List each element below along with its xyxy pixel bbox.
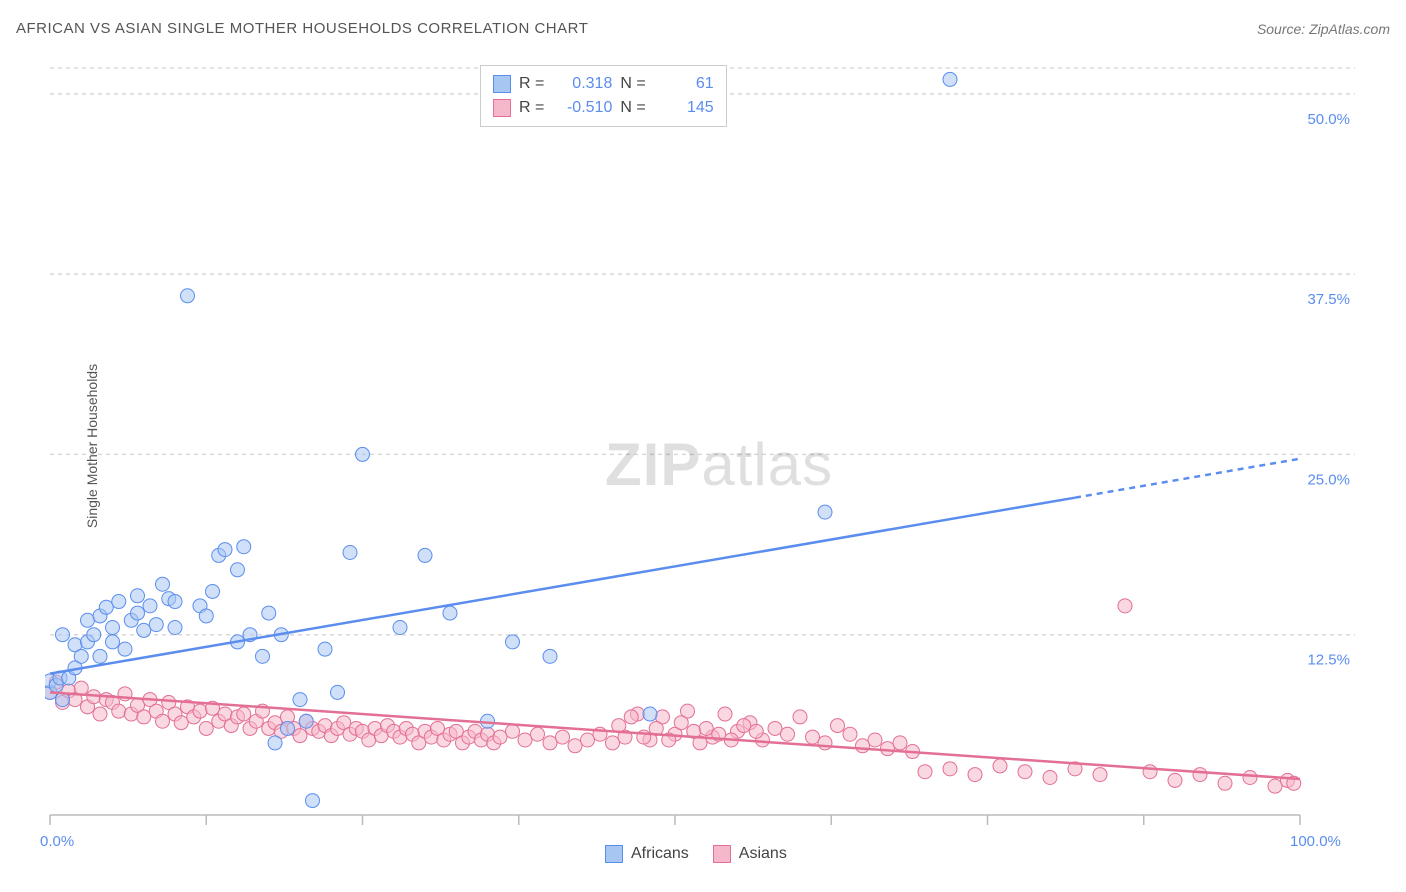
r-value-africans: 0.318 [552,75,612,93]
svg-text:25.0%: 25.0% [1307,471,1350,488]
svg-text:37.5%: 37.5% [1307,291,1350,308]
svg-text:12.5%: 12.5% [1307,652,1350,669]
svg-text:50.0%: 50.0% [1307,111,1350,128]
legend-item-asians: Asians [713,845,787,863]
source-label: Source: ZipAtlas.com [1257,21,1390,37]
series-legend: Africans Asians [605,845,787,863]
legend-row-asians: R = -0.510 N = 145 [493,96,714,120]
n-value-africans: 61 [654,75,714,93]
swatch-asians [493,99,511,117]
correlation-legend: R = 0.318 N = 61 R = -0.510 N = 145 [480,65,727,127]
x-axis-start-label: 0.0% [40,833,74,850]
r-value-asians: -0.510 [552,99,612,117]
swatch-icon [605,845,623,863]
chart-title: AFRICAN VS ASIAN SINGLE MOTHER HOUSEHOLD… [16,20,588,37]
n-value-asians: 145 [654,99,714,117]
scatter-plot: 12.5%25.0%37.5%50.0% ZIPatlas R = 0.318 … [45,60,1355,830]
legend-row-africans: R = 0.318 N = 61 [493,72,714,96]
swatch-africans [493,75,511,93]
legend-item-africans: Africans [605,845,689,863]
swatch-icon [713,845,731,863]
chart-svg: 12.5% 25.0% 37.5% 50.0% [45,60,1355,830]
x-axis-end-label: 100.0% [1290,833,1341,850]
